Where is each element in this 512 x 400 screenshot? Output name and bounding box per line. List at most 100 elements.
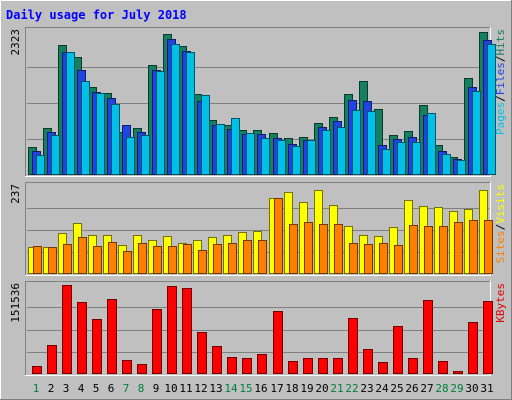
x-tick-label-day-1: 1 [33,382,40,395]
x-tick-label-day-18: 18 [285,382,298,395]
bar-sites-day-16 [258,240,267,274]
bar-kbytes-day-8 [137,364,147,374]
bar-pages-day-23 [367,111,376,175]
bar-pages-day-7 [126,137,135,175]
x-tick-label-day-25: 25 [390,382,403,395]
x-tick-label-day-23: 23 [360,382,373,395]
x-tick-label-day-12: 12 [194,382,207,395]
bar-sites-day-27 [424,226,433,274]
x-tick-label-day-26: 26 [405,382,418,395]
x-tick-label-day-16: 16 [254,382,267,395]
y-axis-max-label: 2323 [9,29,22,56]
chart-panels: 2323 Pages/Files/Hits 237 Sites/Visits 15153… [9,27,507,376]
x-tick-label-day-19: 19 [300,382,313,395]
x-tick-label-day-9: 9 [153,382,160,395]
bar-pages-day-5 [96,93,105,175]
panel-visits: 237 Sites/Visits [9,182,507,276]
bar-pages-day-21 [337,127,346,175]
x-tick-label-day-4: 4 [78,382,85,395]
bar-sites-day-1 [33,246,42,274]
x-tick-label-day-21: 21 [330,382,343,395]
bar-pages-day-9 [156,71,165,175]
bar-sites-day-26 [409,225,418,274]
bar-kbytes-day-1 [32,366,42,374]
bar-pages-day-8 [141,135,150,175]
legend-item: Visits [494,184,507,224]
series-visits [28,190,488,274]
series-pages [36,44,496,175]
panel-usage: 2323 Pages/Files/Hits [9,27,507,177]
legend-item: Files [494,62,507,95]
bar-pages-day-10 [171,44,180,175]
bar-pages-day-16 [261,138,270,175]
bar-kbytes-day-14 [227,357,237,374]
bar-kbytes-day-15 [242,358,252,374]
bar-kbytes-day-30 [468,322,478,374]
bar-kbytes-day-26 [408,358,418,374]
x-tick-label-day-30: 30 [465,382,478,395]
bar-kbytes-day-19 [303,358,313,374]
legend-item: Pages [494,102,507,135]
x-tick-label-day-15: 15 [239,382,252,395]
bar-pages-day-3 [66,52,75,175]
bar-sites-day-23 [364,244,373,274]
bar-kbytes-day-18 [288,361,298,374]
legend-item: KBytes [494,283,507,323]
bar-pages-day-18 [292,146,301,175]
legend-item: / [494,224,507,231]
series-kbytes [32,285,493,374]
bar-pages-day-15 [246,133,255,175]
bar-sites-day-8 [138,243,147,274]
bar-pages-day-2 [51,135,60,175]
x-tick-label-day-5: 5 [93,382,100,395]
chart-title: Daily usage for July 2018 [6,8,187,22]
bar-sites-day-13 [213,244,222,274]
bar-kbytes-day-3 [62,285,72,374]
x-tick-label-day-31: 31 [480,382,493,395]
bar-sites-day-20 [319,224,328,274]
x-tick-label-day-29: 29 [450,382,463,395]
x-tick-label-day-7: 7 [123,382,130,395]
bar-pages-day-29 [457,160,466,175]
bar-kbytes-day-24 [378,362,388,374]
bar-pages-day-6 [111,104,120,175]
x-tick-label-day-13: 13 [209,382,222,395]
bar-kbytes-day-29 [453,371,463,374]
bar-kbytes-day-10 [167,286,177,374]
bar-pages-day-4 [81,81,90,175]
bar-pages-day-17 [277,140,286,175]
x-tick-label-day-11: 11 [179,382,192,395]
x-tick-label-day-10: 10 [164,382,177,395]
legend-item: Sites [494,230,507,263]
bar-sites-day-22 [349,243,358,274]
bar-sites-day-21 [334,224,343,274]
panel-kbytes: 151536 KBytes [9,281,507,376]
bar-pages-day-24 [382,149,391,175]
x-tick-label-day-27: 27 [420,382,433,395]
bar-kbytes-day-20 [318,358,328,374]
bar-kbytes-day-27 [423,300,433,374]
bar-sites-day-19 [304,222,313,274]
x-tick-label-day-22: 22 [345,382,358,395]
bar-sites-day-14 [228,243,237,274]
bar-sites-day-5 [93,246,102,274]
bar-kbytes-day-13 [212,346,222,374]
bar-kbytes-day-22 [348,318,358,374]
x-tick-label-day-20: 20 [315,382,328,395]
bar-pages-day-1 [36,155,45,175]
bar-kbytes-day-17 [273,311,283,374]
y-axis-max-label: 237 [9,184,22,204]
bar-pages-day-31 [487,44,496,175]
bar-pages-day-20 [322,130,331,175]
x-tick-label-day-3: 3 [63,382,70,395]
bar-kbytes-day-23 [363,349,373,374]
bar-pages-day-27 [427,113,436,175]
bar-sites-day-6 [108,242,117,274]
bar-pages-day-19 [307,140,316,175]
legend: Sites/Visits [494,184,507,264]
bar-kbytes-day-12 [197,332,207,374]
bar-kbytes-day-16 [257,354,267,374]
bar-pages-day-22 [352,110,361,175]
legend: Pages/Files/Hits [494,29,507,135]
